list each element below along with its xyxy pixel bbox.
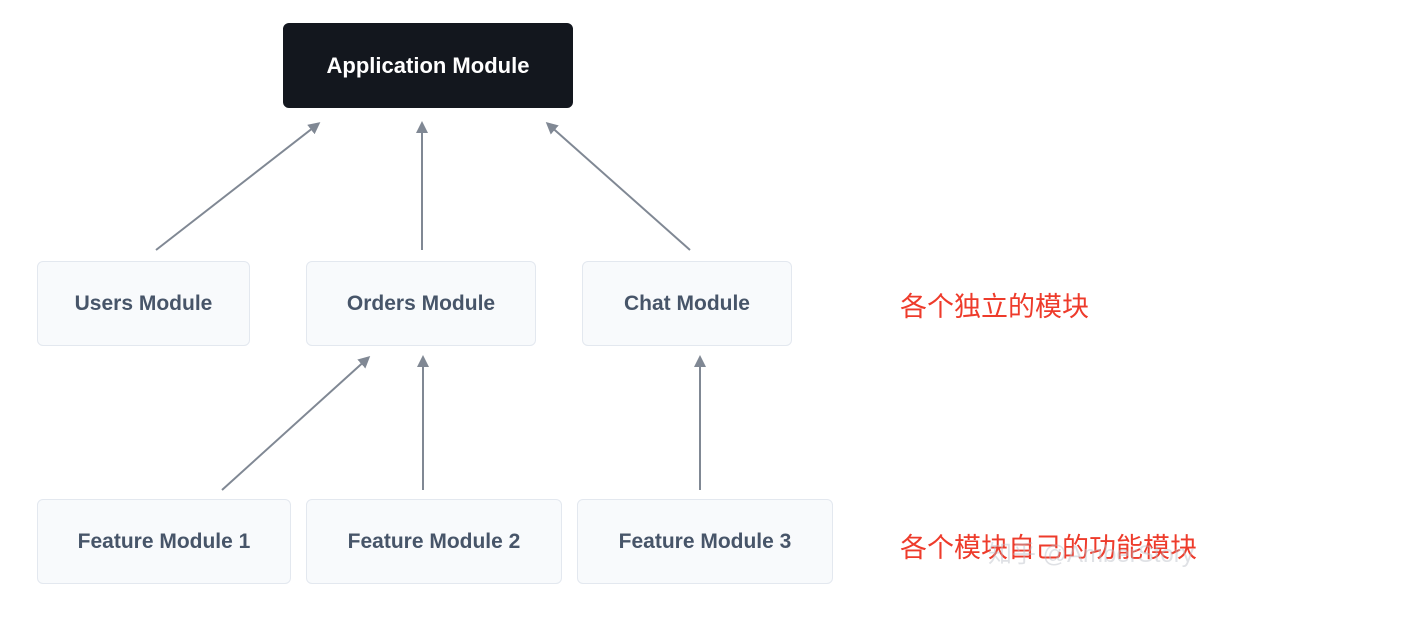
node-label: Orders Module (347, 292, 495, 316)
node-application-module: Application Module (283, 23, 573, 108)
node-label: Feature Module 2 (348, 530, 521, 554)
arrow (548, 124, 690, 250)
node-label: Feature Module 1 (78, 530, 251, 554)
node-label: Feature Module 3 (619, 530, 792, 554)
watermark-text: 知乎 @AmberStory (988, 541, 1194, 568)
node-feature-module-3: Feature Module 3 (577, 499, 833, 584)
node-users-module: Users Module (37, 261, 250, 346)
annotation-text: 各个独立的模块 (900, 292, 1089, 322)
arrow (222, 358, 368, 490)
annotation-level1: 各个独立的模块 (900, 285, 1089, 324)
node-label: Chat Module (624, 292, 750, 316)
node-label: Application Module (327, 53, 530, 79)
node-chat-module: Chat Module (582, 261, 792, 346)
node-feature-module-2: Feature Module 2 (306, 499, 562, 584)
node-label: Users Module (75, 292, 213, 316)
watermark: 知乎 @AmberStory (988, 534, 1194, 569)
node-feature-module-1: Feature Module 1 (37, 499, 291, 584)
node-orders-module: Orders Module (306, 261, 536, 346)
arrow (156, 124, 318, 250)
